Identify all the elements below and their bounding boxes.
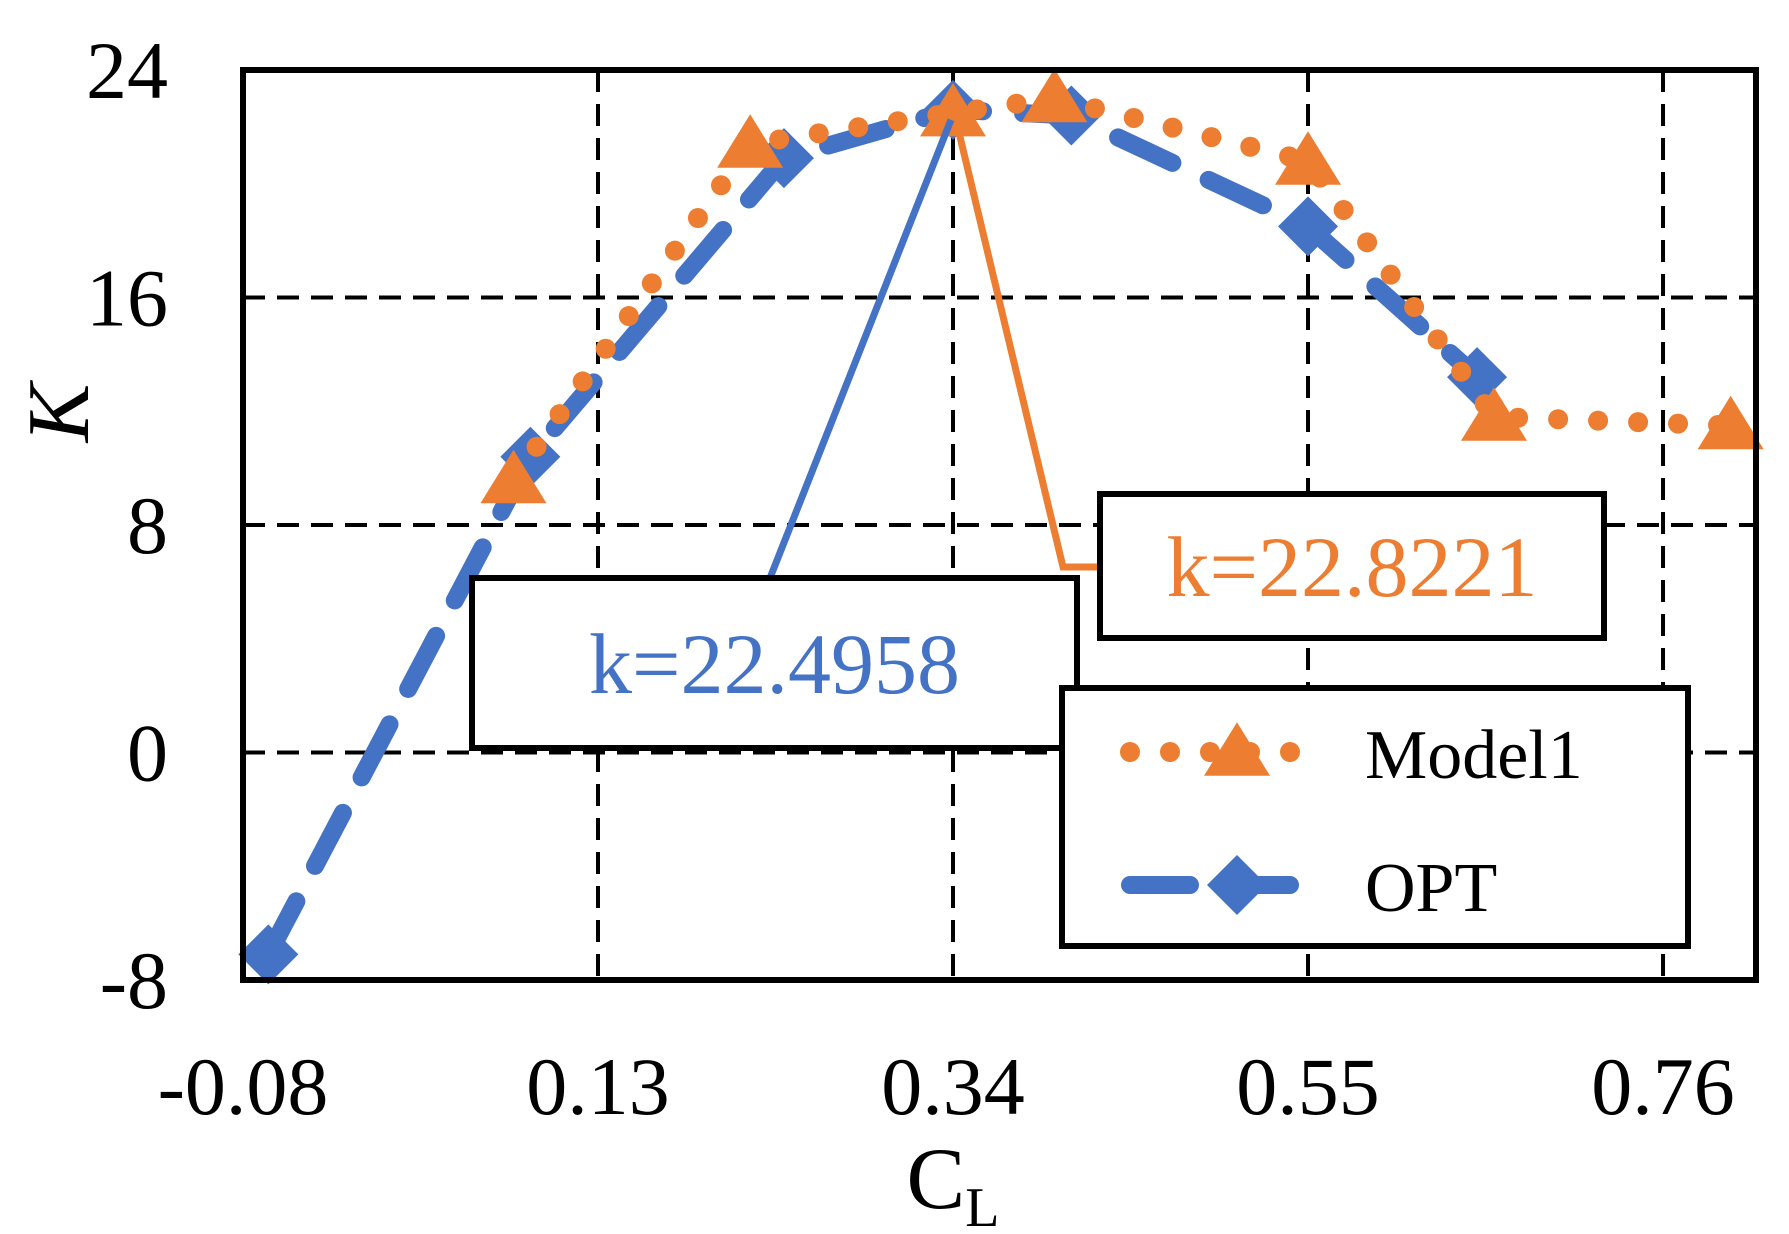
y-tick-label: 0: [127, 708, 168, 799]
plot-frame: [240, 67, 1759, 983]
data-point-model1: [717, 114, 784, 168]
x-axis-title-main: C: [907, 1131, 966, 1228]
annotation-label: k=22.4958: [589, 616, 960, 712]
x-tick-label: 0.55: [1236, 1041, 1380, 1132]
callout-layer: k=22.4958 k=22.8221: [469, 118, 1607, 751]
data-point-opt: [753, 128, 814, 189]
annotation-model1: k=22.8221: [955, 131, 1607, 641]
data-point-model1: [480, 449, 547, 504]
series-layer: [238, 68, 1764, 985]
y-axis-title: K: [11, 379, 108, 444]
legend-label: Model1: [1365, 717, 1583, 794]
annotation-label: k=22.8221: [1166, 519, 1537, 615]
x-tick-label: -0.08: [158, 1041, 329, 1132]
y-tick-label: 16: [86, 253, 168, 344]
data-point-model1: [1275, 131, 1342, 185]
y-tick-label: 8: [127, 480, 168, 571]
annotation-leader-line: [766, 118, 955, 580]
data-point-model1: [1021, 68, 1088, 123]
tick-labels: -0.08 0.13 0.34 0.55 0.76 -8 0 8 16 24: [86, 25, 1735, 1132]
annotation-box: [469, 575, 1080, 751]
y-tick-label: 24: [86, 25, 168, 116]
data-point-model1: [1697, 395, 1764, 450]
annotation-opt: k=22.4958: [469, 118, 1080, 751]
legend-marker-triangle: [1204, 722, 1270, 776]
y-tick-label: -8: [100, 935, 168, 1026]
legend: Model1 OPT: [1059, 685, 1691, 949]
x-axis-title: CL: [907, 1131, 1000, 1234]
x-axis-title-subscript: L: [965, 1177, 999, 1234]
annotation-box: [1097, 491, 1607, 641]
legend-box: [1059, 685, 1691, 949]
data-point-opt: [1278, 196, 1339, 257]
legend-entry-opt: OPT: [1121, 850, 1497, 927]
legend-marker-diamond: [1207, 855, 1267, 915]
x-tick-label: 0.13: [526, 1041, 670, 1132]
data-point-model1: [1460, 387, 1527, 441]
data-point-model1: [920, 82, 987, 137]
x-tick-label: 0.76: [1591, 1041, 1735, 1132]
x-tick-label: 0.34: [881, 1041, 1025, 1132]
annotation-leader-line: [955, 131, 1100, 571]
series-model1: [480, 68, 1764, 504]
data-point-opt: [238, 924, 299, 985]
legend-entry-model1: Model1: [1120, 717, 1583, 794]
legend-label: OPT: [1365, 850, 1497, 927]
